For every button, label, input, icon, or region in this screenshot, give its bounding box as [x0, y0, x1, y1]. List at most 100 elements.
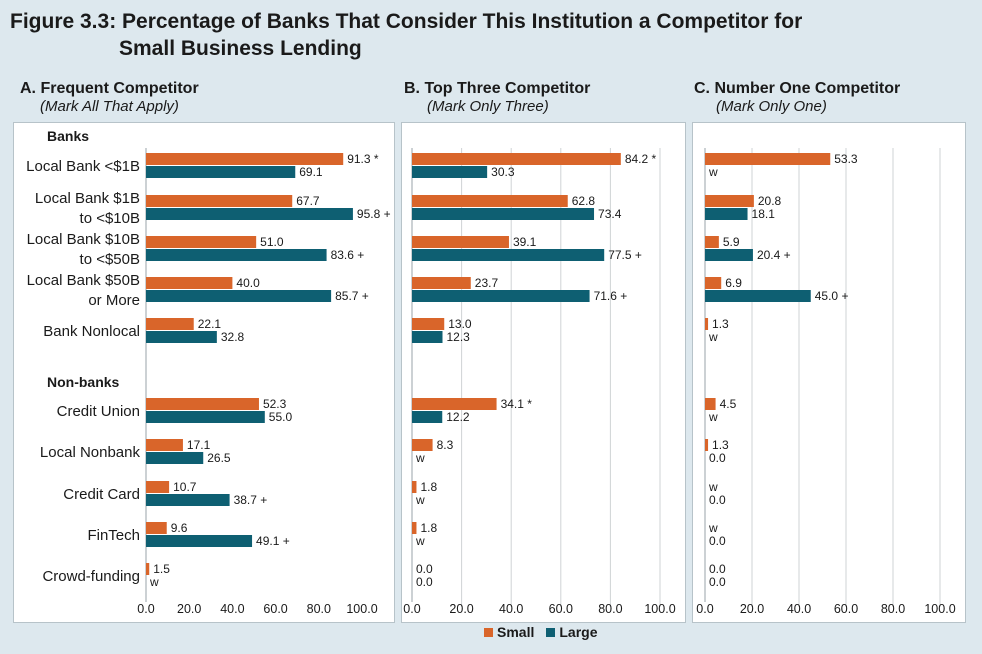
bar-1-1-large	[412, 208, 595, 220]
bar-2-5-small	[705, 398, 716, 410]
x-tick-0-3: 60.0	[263, 602, 287, 616]
bar-0-7-large	[146, 494, 230, 506]
figure-title-line1: Figure 3.3: Percentage of Banks That Con…	[10, 10, 803, 33]
data-label-0-7-small: 10.7	[173, 480, 197, 494]
group-label-banks: Banks	[47, 128, 89, 144]
data-label-1-9-large: 0.0	[416, 575, 433, 589]
x-tick-1-0: 0.0	[403, 602, 420, 616]
bar-1-4-small	[412, 318, 445, 330]
panel-a-title: A. Frequent Competitor	[20, 80, 199, 97]
row-label-8-0: FinTech	[87, 527, 140, 544]
bar-0-1-small	[146, 195, 293, 207]
data-label-1-3-small: 23.7	[475, 276, 499, 290]
row-label-5-0: Credit Union	[57, 403, 140, 420]
data-label-2-6-large: 0.0	[709, 451, 726, 465]
data-label-0-8-large: 49.1 +	[256, 534, 290, 548]
bar-1-2-small	[412, 236, 509, 248]
bar-2-1-large	[705, 208, 748, 220]
bar-0-2-small	[146, 236, 257, 248]
bar-0-5-large	[146, 411, 265, 423]
bar-1-1-small	[412, 195, 568, 207]
data-label-0-9-small: 1.5	[153, 562, 170, 576]
bar-1-3-small	[412, 277, 471, 289]
data-label-2-9-small: 0.0	[709, 562, 726, 576]
data-label-2-2-large: 20.4 +	[757, 248, 791, 262]
data-label-2-1-small: 20.8	[758, 194, 782, 208]
data-label-0-1-small: 67.7	[296, 194, 320, 208]
legend-swatch-large	[546, 627, 556, 637]
data-label-2-8-small: w	[708, 521, 718, 535]
data-label-1-0-small: 84.2 *	[625, 152, 657, 166]
data-label-1-2-small: 39.1	[513, 235, 537, 249]
x-tick-2-5: 100.0	[924, 602, 955, 616]
bar-1-0-large	[412, 166, 488, 178]
x-tick-1-2: 40.0	[499, 602, 523, 616]
bar-0-3-small	[146, 277, 233, 289]
bar-2-0-small	[705, 153, 831, 165]
data-label-2-9-large: 0.0	[709, 575, 726, 589]
data-label-2-8-large: 0.0	[709, 534, 726, 548]
bar-1-6-small	[412, 439, 433, 451]
bar-0-7-small	[146, 481, 170, 493]
data-label-1-3-large: 71.6 +	[594, 289, 628, 303]
data-label-1-2-large: 77.5 +	[608, 248, 642, 262]
row-label-2-0: Local Bank $10B	[27, 231, 140, 248]
data-label-1-4-small: 13.0	[448, 317, 472, 331]
data-label-0-0-small: 91.3 *	[347, 152, 379, 166]
legend-item-small: Small	[484, 624, 534, 640]
data-label-0-5-small: 52.3	[263, 397, 287, 411]
data-label-1-1-small: 62.8	[572, 194, 596, 208]
x-tick-0-1: 20.0	[177, 602, 201, 616]
bar-0-8-small	[146, 522, 167, 534]
bar-0-0-large	[146, 166, 296, 178]
row-label-6-0: Local Nonbank	[40, 444, 141, 461]
bar-0-2-large	[146, 249, 327, 261]
data-label-2-1-large: 18.1	[752, 207, 776, 221]
data-label-2-0-small: 53.3	[834, 152, 858, 166]
bar-0-8-large	[146, 535, 253, 547]
bar-0-1-large	[146, 208, 353, 220]
data-label-2-5-large: w	[708, 410, 718, 424]
bar-2-3-large	[705, 290, 811, 302]
x-tick-1-4: 80.0	[598, 602, 622, 616]
data-label-0-9-large: w	[149, 575, 159, 589]
data-label-0-4-large: 32.8	[221, 330, 245, 344]
data-label-1-5-small: 34.1 *	[501, 397, 533, 411]
data-label-2-7-small: w	[708, 480, 718, 494]
row-label-0-0: Local Bank <$1B	[26, 158, 140, 175]
data-label-1-6-large: w	[415, 451, 425, 465]
data-label-1-9-small: 0.0	[416, 562, 433, 576]
bar-1-4-large	[412, 331, 443, 343]
data-label-1-4-large: 12.3	[447, 330, 471, 344]
bar-2-1-small	[705, 195, 754, 207]
data-label-0-6-large: 26.5	[207, 451, 231, 465]
data-label-2-6-small: 1.3	[712, 438, 729, 452]
figure-title-line2: Small Business Lending	[119, 37, 362, 60]
x-tick-1-1: 20.0	[449, 602, 473, 616]
panel-c-subtitle: (Mark Only One)	[716, 98, 827, 115]
panel-c-title: C. Number One Competitor	[694, 80, 901, 97]
data-label-1-7-small: 1.8	[420, 480, 437, 494]
legend-label-large: Large	[559, 624, 598, 640]
data-label-0-2-large: 83.6 +	[331, 248, 365, 262]
panel-c-box	[692, 122, 966, 623]
bar-0-9-small	[146, 563, 150, 575]
bar-0-5-small	[146, 398, 259, 410]
x-tick-1-3: 60.0	[549, 602, 573, 616]
bar-0-6-small	[146, 439, 183, 451]
group-label-nonbanks: Non-banks	[47, 374, 120, 390]
legend-label-small: Small	[497, 624, 535, 640]
data-label-1-8-small: 1.8	[420, 521, 437, 535]
data-label-0-5-large: 55.0	[269, 410, 293, 424]
bar-2-2-small	[705, 236, 719, 248]
data-label-1-0-large: 30.3	[491, 165, 515, 179]
legend-swatch-small	[484, 627, 493, 637]
bar-1-7-small	[412, 481, 417, 493]
x-tick-0-0: 0.0	[137, 602, 154, 616]
bar-1-3-large	[412, 290, 590, 302]
bar-2-2-large	[705, 249, 753, 261]
row-label-7-0: Credit Card	[63, 486, 140, 503]
x-tick-2-1: 20.0	[740, 602, 764, 616]
row-label-3-1: or More	[88, 292, 140, 309]
